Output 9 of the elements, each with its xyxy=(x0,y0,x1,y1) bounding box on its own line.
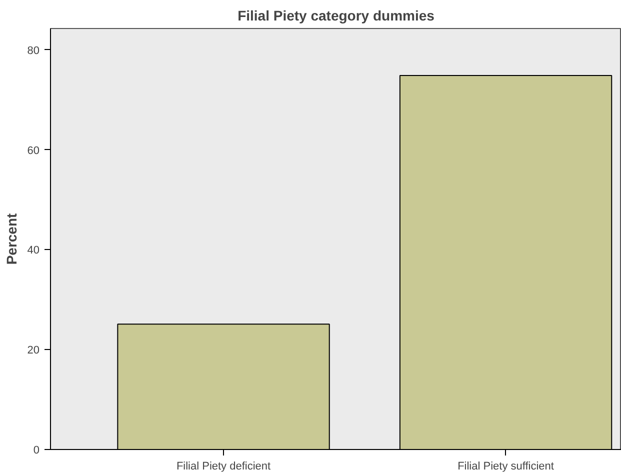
y-axis-title: Percent xyxy=(3,212,20,265)
y-tick-label: 20 xyxy=(27,344,40,357)
y-tick-label: 60 xyxy=(27,144,40,157)
x-tick-label: Filial Piety sufficient xyxy=(458,460,554,472)
y-tick-label: 0 xyxy=(33,444,40,456)
y-tick-label: 80 xyxy=(27,44,40,57)
y-tick-label: 40 xyxy=(27,244,40,257)
x-tick-label: Filial Piety deficient xyxy=(176,460,271,472)
chart-title: Filial Piety category dummies xyxy=(238,8,435,24)
